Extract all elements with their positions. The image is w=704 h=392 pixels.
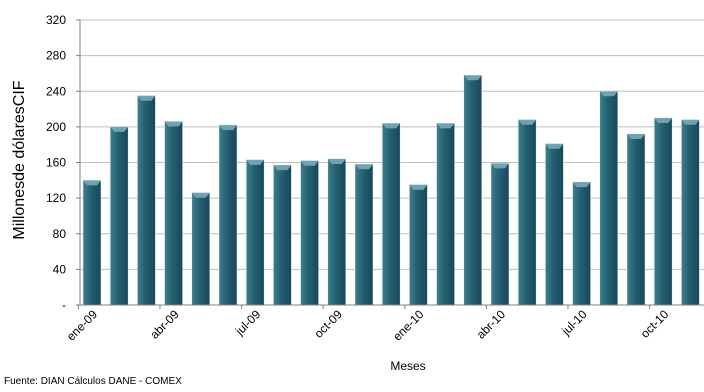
- bar-oct-09: [327, 158, 347, 306]
- y-axis-label: Millonesde dólaresCIF: [11, 80, 28, 239]
- bar-jun-09: [218, 124, 238, 306]
- x-tick-label: jul-09: [232, 307, 264, 339]
- bar-abr-10: [490, 163, 510, 306]
- y-tick-label: 240: [46, 84, 66, 98]
- bar-jun-10: [545, 143, 564, 306]
- x-tick-label: oct-09: [311, 307, 345, 341]
- bar-cap: [545, 143, 564, 149]
- y-tick-label: -: [62, 298, 66, 312]
- bar-ago-10: [599, 90, 619, 306]
- bar-nov-09: [354, 163, 374, 306]
- bar-sep-09: [300, 160, 319, 306]
- bar-nov-10: [681, 119, 700, 306]
- bar-feb-10: [436, 123, 455, 306]
- bar-may-09: [191, 192, 211, 306]
- bar-cap: [246, 159, 265, 165]
- bar-cap: [382, 123, 401, 129]
- bar-ago-09: [273, 164, 292, 306]
- bar-cap: [327, 158, 346, 164]
- bar-cap: [300, 160, 319, 166]
- bar-cap: [191, 192, 210, 198]
- bar-mar-10: [463, 74, 483, 306]
- bar-cap: [409, 184, 428, 190]
- bar-abr-09: [164, 121, 183, 306]
- bar-cap: [137, 95, 156, 101]
- y-tick-label: 280: [46, 49, 66, 63]
- bar-cap: [219, 125, 237, 131]
- x-tick-label: ene-09: [64, 307, 101, 344]
- bar-cap: [681, 119, 700, 125]
- bar-cap: [110, 126, 129, 132]
- x-tick-label: abr-10: [474, 307, 509, 342]
- y-tick-label: 160: [46, 156, 66, 170]
- bar-cap: [164, 121, 183, 127]
- x-tick-label: ene-10: [390, 307, 427, 344]
- bar-cap: [627, 134, 645, 139]
- x-tick-label: abr-09: [147, 307, 182, 342]
- bar-cap: [572, 182, 591, 188]
- y-tick-label: 200: [46, 120, 66, 134]
- x-tick-labels: ene-09 abr-09 jul-09 oct-09 ene-10 abr-10 jul-…: [64, 307, 672, 344]
- bar-cap: [599, 91, 618, 97]
- bar-mar-09: [137, 95, 156, 306]
- bar-cap: [273, 165, 292, 171]
- x-tick-label: jul-10: [558, 307, 590, 339]
- bar-cap: [518, 119, 537, 125]
- bar-sep-10: [626, 133, 646, 306]
- bar-cap: [463, 75, 482, 81]
- bar-may-10: [517, 119, 537, 306]
- bar-cap: [491, 163, 509, 169]
- axes: [76, 19, 704, 309]
- x-axis-label: Meses: [390, 359, 425, 373]
- bar-ene-10: [409, 184, 428, 306]
- source-note: Fuente: DIAN Cálculos DANE - COMEX: [4, 376, 182, 387]
- y-tick-label: 80: [53, 227, 67, 241]
- bar-cap: [83, 180, 101, 186]
- bar-jul-10: [572, 181, 591, 306]
- bar-cap: [355, 164, 373, 170]
- bar-cap: [436, 123, 455, 129]
- bar-dic-09: [381, 123, 401, 306]
- bar-jul-09: [245, 159, 265, 306]
- y-tick-label: 120: [46, 191, 66, 205]
- bar-feb-09: [109, 126, 129, 306]
- bars: [82, 74, 700, 306]
- x-tick-label: oct-10: [638, 307, 672, 341]
- y-tick-label: 320: [46, 13, 66, 27]
- y-tick-label: 40: [53, 262, 67, 276]
- bar-oct-10: [653, 117, 673, 306]
- bar-ene-09: [82, 180, 102, 306]
- bar-cap: [654, 117, 673, 123]
- y-tick-labels: - 40 80 120 160 200 240 280 320: [46, 13, 66, 312]
